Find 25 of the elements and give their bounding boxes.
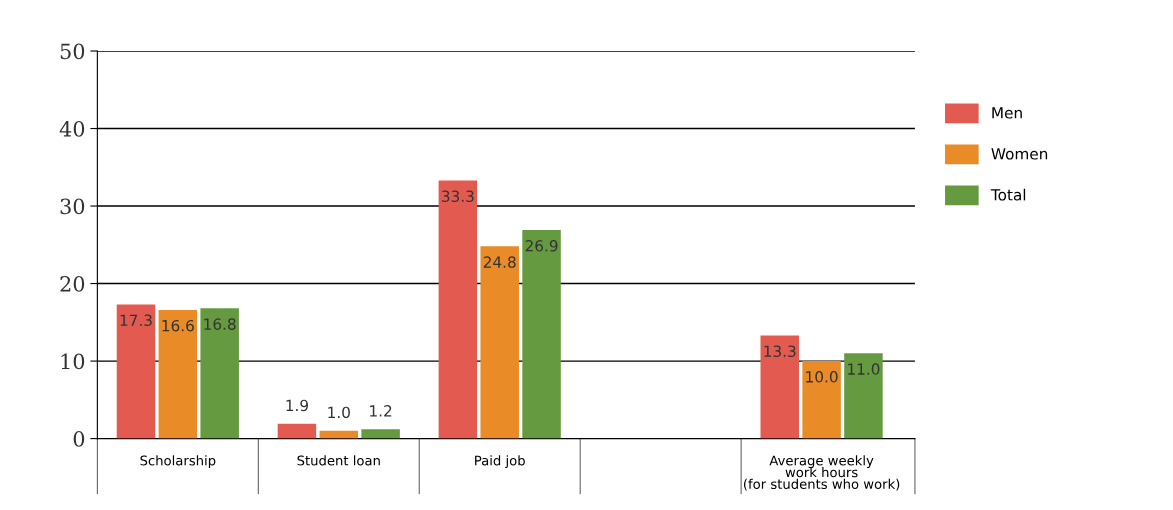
data-label: 26.9 xyxy=(525,240,558,252)
y-tick-label: 40 xyxy=(59,120,85,137)
data-label: 1.2 xyxy=(370,405,392,417)
x-tick-label: Student loan xyxy=(297,455,380,466)
data-label: 33.3 xyxy=(442,190,474,202)
legend-label: Men xyxy=(992,107,1022,119)
data-label: 16.8 xyxy=(204,318,236,330)
x-tick-label: Scholarship xyxy=(140,455,216,469)
legend-label: Women xyxy=(991,148,1048,160)
x-tick-label: Paid job xyxy=(475,455,525,469)
data-label: 1.9 xyxy=(286,399,308,412)
y-tick-label: 10 xyxy=(61,353,85,370)
y-tick-label: 30 xyxy=(60,198,85,215)
y-tick-label: 50 xyxy=(60,43,85,60)
data-label: 17.3 xyxy=(120,314,152,327)
data-label: 16.6 xyxy=(162,319,194,332)
data-label: 13.3 xyxy=(764,345,796,358)
x-tick-label: Average weekly work hours (for students who work) xyxy=(743,455,900,491)
y-tick-label: 20 xyxy=(60,276,85,292)
legend-label: Total xyxy=(990,188,1026,201)
data-label: 24.8 xyxy=(483,256,516,268)
y-tick-label: 0 xyxy=(73,431,85,447)
data-label: 10.0 xyxy=(806,371,838,383)
data-label: 1.0 xyxy=(328,406,350,419)
data-label: 11.0 xyxy=(848,363,880,375)
